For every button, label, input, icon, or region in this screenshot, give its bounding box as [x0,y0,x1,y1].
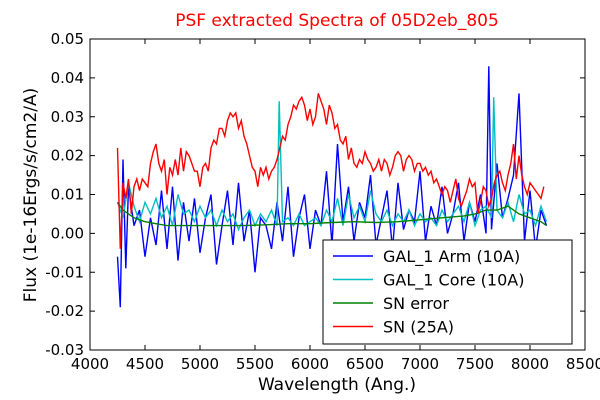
y-axis-label: Flux (1e-16Ergs/s/cm2/A) [21,88,41,303]
x-axis-label: Wavelength (Ang.) [258,375,416,395]
legend-label-1: GAL_1 Core (10A) [383,271,524,291]
legend: GAL_1 Arm (10A) GAL_1 Core (10A) SN error S… [322,239,573,345]
chart-title: PSF extracted Spectra of 05D2eb_805 [175,11,499,31]
series-line-2 [116,201,547,227]
y-tick-label: -0.02 [45,302,84,320]
x-tick-label: 6000 [291,355,329,373]
x-tick-label: 7500 [456,355,494,373]
y-tick-label: -0.03 [45,341,84,359]
y-tick-label: 0.05 [51,30,84,48]
y-tick-label: -0.01 [45,263,84,281]
x-tick-label: 4000 [71,355,109,373]
y-tick-label: 0.04 [51,69,84,87]
x-tick-label: 5000 [181,355,219,373]
plot-area [116,66,548,308]
axis-ticks: 4000 4500 5000 5500 6000 6500 7000 7500 8000 8500… [45,30,600,373]
series-line-3 [116,93,545,249]
series-line-1 [116,97,548,232]
x-tick-label: 7000 [401,355,439,373]
x-tick-label: 5500 [236,355,274,373]
x-tick-label: 8500 [566,355,600,373]
legend-label-3: SN (25A) [383,318,454,337]
y-tick-label: 0.00 [51,224,84,242]
y-tick-label: 0.03 [51,108,84,126]
x-tick-label: 8000 [511,355,549,373]
legend-label-2: SN error [383,294,449,313]
x-tick-label: 6500 [346,355,384,373]
y-tick-label: 0.01 [51,186,84,204]
legend-label-0: GAL_1 Arm (10A) [383,247,520,267]
y-tick-label: 0.02 [51,147,84,165]
x-tick-label: 4500 [126,355,164,373]
